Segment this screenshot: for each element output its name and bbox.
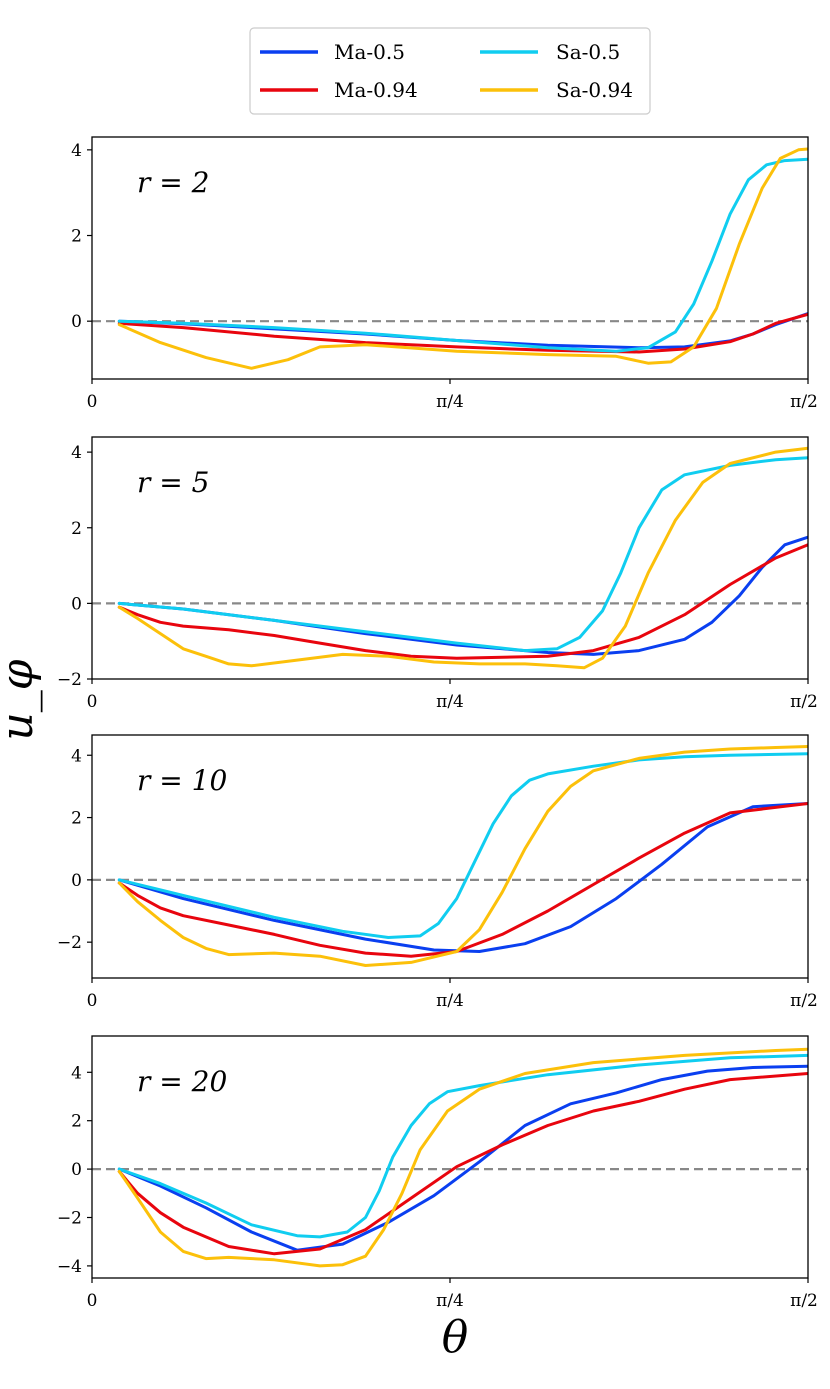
- series-line-ma-05: [117, 1064, 808, 1252]
- series-line-sa-094: [117, 1047, 808, 1268]
- y-tick-label: 2: [71, 1112, 82, 1132]
- y-tick-label: −2: [57, 1209, 82, 1229]
- series-line-sa-05: [117, 1053, 808, 1239]
- series-line-ma-05: [117, 802, 808, 953]
- x-tick-label: π/2: [790, 991, 818, 1011]
- y-tick-label: 2: [71, 519, 82, 539]
- series-line-sa-094: [117, 446, 808, 670]
- legend-label: Sa-0.5: [556, 40, 620, 64]
- legend-entry-1: Ma-0.5: [260, 40, 405, 64]
- panel-label: r = 20: [137, 1065, 227, 1098]
- y-tick-label: 2: [71, 809, 82, 829]
- y-tick-label: −2: [57, 670, 82, 690]
- series-group: [117, 446, 808, 670]
- y-axis-label: u_φ: [0, 659, 43, 740]
- series-group: [117, 745, 808, 967]
- legend: Ma-0.5 Ma-0.94 Sa-0.5 Sa-0.94: [249, 27, 651, 115]
- y-tick-label: 0: [71, 312, 82, 332]
- y-tick-label: 4: [71, 1063, 82, 1083]
- x-tick-label: π/2: [790, 1291, 818, 1311]
- y-tick-label: 2: [71, 227, 82, 247]
- y-tick-label: 0: [71, 594, 82, 614]
- series-line-ma-094: [117, 1072, 808, 1256]
- panel-4: −4 −2 0 2 4 0 π/4 π/2 r = 20: [57, 1035, 818, 1311]
- y-tick-label: 0: [71, 871, 82, 891]
- x-tick-label: π/4: [436, 1291, 464, 1311]
- series-line-ma-05: [117, 535, 808, 656]
- legend-label: Ma-0.5: [334, 40, 405, 64]
- y-tick-label: 4: [71, 141, 82, 161]
- legend-entry-2: Ma-0.94: [260, 78, 418, 102]
- x-tick-label: π/2: [790, 392, 818, 412]
- series-line-sa-094: [117, 147, 808, 370]
- x-tick-label: π/2: [790, 692, 818, 712]
- x-tick-label: π/4: [436, 692, 464, 712]
- panel-1: 0 2 4 0 π/4 π/2 r = 2: [71, 136, 818, 412]
- series-line-ma-094: [117, 543, 808, 660]
- panel-3: −2 0 2 4 0 π/4 π/2 r = 10: [57, 734, 818, 1011]
- y-tick-label: −2: [57, 933, 82, 953]
- legend-label: Ma-0.94: [334, 78, 418, 102]
- y-tick-label: −4: [57, 1257, 82, 1277]
- series-line-sa-094: [117, 745, 808, 967]
- x-tick-label: 0: [87, 692, 98, 712]
- legend-entry-4: Sa-0.94: [480, 78, 633, 102]
- x-axis-label: θ: [442, 1312, 469, 1363]
- panel-label: r = 10: [137, 764, 227, 797]
- x-tick-label: π/4: [436, 392, 464, 412]
- series-line-sa-05: [117, 752, 808, 939]
- y-tick-label: 4: [71, 443, 82, 463]
- series-group: [117, 1047, 808, 1268]
- x-tick-label: 0: [87, 1291, 98, 1311]
- panel-label: r = 5: [137, 466, 209, 499]
- legend-frame: [249, 27, 651, 115]
- series-line-sa-05: [117, 456, 808, 653]
- x-tick-label: π/4: [436, 991, 464, 1011]
- series-line-sa-05: [117, 157, 808, 353]
- x-tick-label: 0: [87, 392, 98, 412]
- x-tick-label: 0: [87, 991, 98, 1011]
- legend-entry-3: Sa-0.5: [480, 40, 620, 64]
- legend-label: Sa-0.94: [556, 78, 633, 102]
- y-tick-label: 0: [71, 1160, 82, 1180]
- series-line-ma-094: [117, 312, 808, 354]
- series-group: [117, 147, 808, 370]
- panel-label: r = 2: [137, 166, 209, 199]
- series-line-ma-094: [117, 802, 808, 958]
- y-tick-label: 4: [71, 746, 82, 766]
